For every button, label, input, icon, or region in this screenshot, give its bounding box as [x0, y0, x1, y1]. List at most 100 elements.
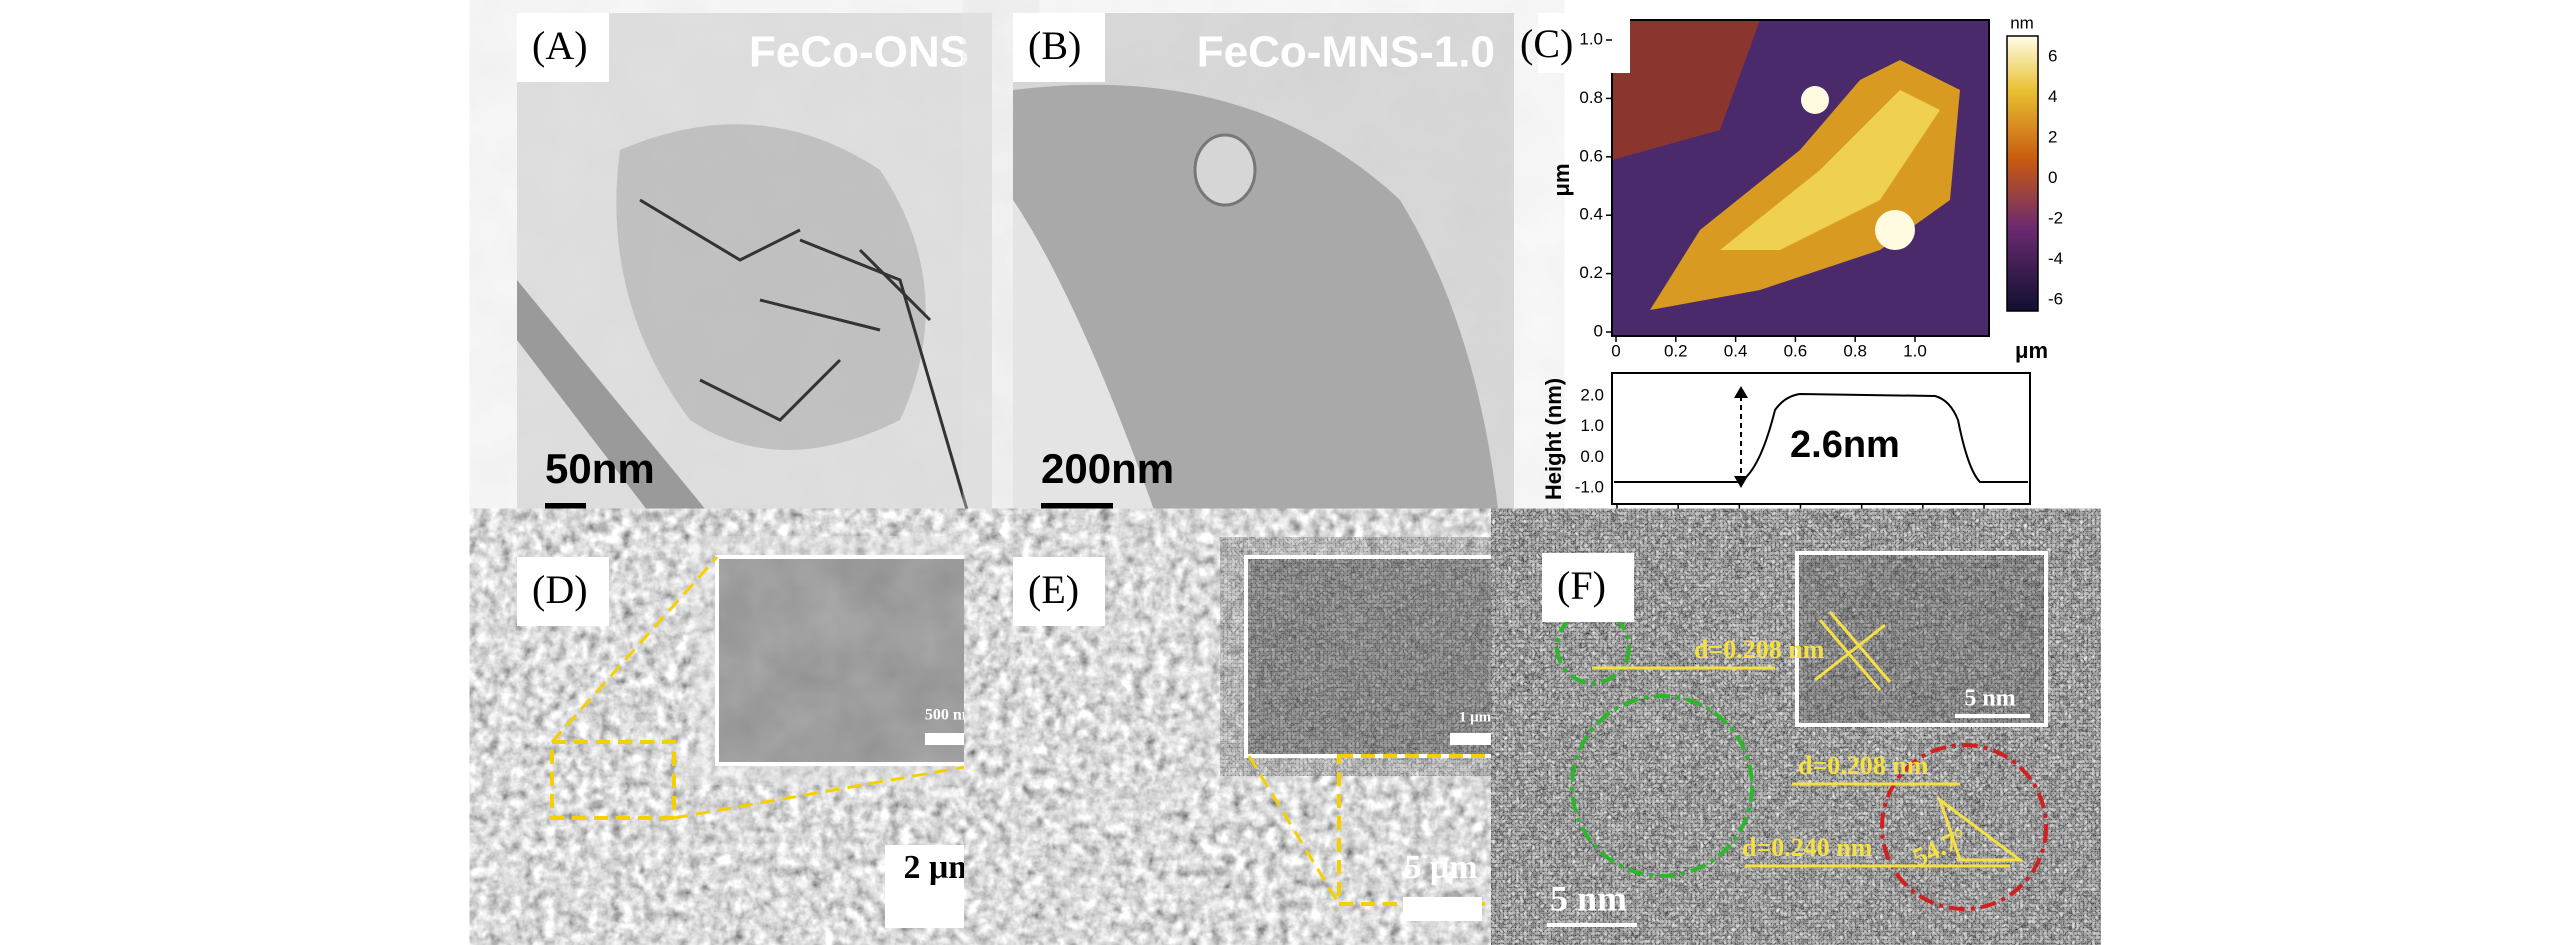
lattice-lines	[1814, 611, 1892, 691]
colorbar-tick-label: -2	[2048, 208, 2063, 227]
sheet	[616, 124, 926, 451]
x-axis-unit: μm	[2015, 338, 2048, 363]
panel-f: 5 nm d=0.208 nm d=0.208 nm d=0.240 nm 54…	[1542, 547, 2050, 930]
height-annotation: 2.6nm	[1790, 424, 1900, 466]
afm-flake-top	[1720, 90, 1940, 250]
inset-frame	[1795, 551, 2048, 727]
scale-bar-label: 5 nm	[1550, 878, 1627, 918]
inset-frame	[715, 555, 984, 766]
zoom-line	[550, 556, 719, 743]
colorbar-tick-label: 0	[2048, 168, 2057, 187]
label-box	[1013, 557, 1105, 626]
y-tick-label: 0.0	[1580, 447, 1604, 466]
y-tick-label: 0.8	[1579, 88, 1603, 107]
y-tick-label: -1.0	[1575, 477, 1604, 496]
inset-scale-bar	[925, 733, 966, 745]
wrinkles	[639, 198, 972, 521]
zoom-box	[550, 740, 676, 820]
d-spacing: d=0.208 nm	[1694, 635, 1825, 664]
x-tick-label: 200	[1847, 511, 1875, 530]
label-box	[1538, 13, 1630, 73]
height-profile	[1614, 392, 2028, 483]
y-tick-label: 1.0	[1580, 416, 1604, 435]
x-tick-label: 300	[1970, 511, 1998, 530]
y-tick-label: 1.0	[1579, 29, 1603, 48]
scale-bar	[545, 503, 586, 519]
panel-a: (A) FeCo-ONS 50nm	[517, 13, 992, 527]
panel-d: 500 nm 2 μm (D)	[517, 547, 992, 930]
x-tick-label: 50	[1669, 511, 1688, 530]
inset-scale-label: 1 μm	[1459, 709, 1492, 725]
y-tick-label: 0.4	[1579, 205, 1603, 224]
x-tick-label: 0	[1611, 341, 1620, 360]
scale-bar-label: 2 μm	[903, 849, 976, 886]
colorbar-unit: nm	[2010, 13, 2034, 32]
x-tick-label: 100	[1725, 511, 1753, 530]
panel-title: FeCo-MNS-1.0	[1197, 28, 1495, 77]
label-box	[1542, 553, 1634, 622]
colorbar-tick-label: -6	[2048, 289, 2063, 308]
afm-frame	[1611, 19, 1990, 337]
scale-bar-label: 50nm	[545, 445, 655, 492]
colorbar-tick-label: 4	[2048, 87, 2057, 106]
panel-label: (E)	[1028, 567, 1079, 612]
afm-terrace	[1612, 20, 1760, 160]
panel-label: (D)	[532, 567, 588, 612]
label-box	[517, 557, 609, 626]
region-circle	[1880, 743, 2048, 911]
colorbar-tick-label: 2	[2048, 127, 2057, 146]
colorbar	[2006, 35, 2039, 312]
measure-lines	[1592, 666, 2025, 868]
panel-b: (B) FeCo-MNS-1.0 200nm	[1013, 13, 1514, 528]
inset-texture	[717, 557, 982, 764]
panel-label: (C)	[1520, 21, 1573, 66]
inset-scale-bar	[1450, 733, 1492, 745]
scale-bar	[1403, 897, 1482, 921]
inset-scale-label: 5 nm	[1964, 686, 2015, 712]
afm-peak	[1801, 86, 1829, 114]
y-tick-label: 0.2	[1579, 263, 1603, 282]
label-box	[517, 13, 609, 82]
x-tick-label: 0	[1612, 511, 1621, 530]
x-tick-label: 1.0	[1903, 341, 1927, 360]
inset-scale-label: 500 nm	[925, 707, 976, 724]
support-edge	[517, 280, 720, 527]
y-axis-label: μm	[1549, 163, 1574, 196]
arrow-heads	[1734, 386, 1748, 488]
label-box	[1013, 13, 1105, 82]
x-tick-label: 0.8	[1843, 341, 1867, 360]
y-tick-label: 0	[1594, 321, 1603, 340]
y-tick-label: 0.6	[1579, 146, 1603, 165]
panel-c: nm μm μm Height (nm) 2.6nm (C) 0 0.2 0.4 0.…	[1520, 13, 2063, 530]
afm-peak	[1875, 210, 1915, 250]
region-circle	[1570, 694, 1754, 878]
sheet	[1013, 84, 1500, 528]
panel-label: (F)	[1557, 563, 1606, 608]
colorbar-tick-label: 6	[2048, 46, 2057, 65]
zoom-line	[1247, 755, 1341, 905]
x-tick-label: 0.2	[1664, 341, 1688, 360]
scale-bar	[1041, 503, 1113, 519]
panel-e: 1 μm 5 μm (E)	[1013, 547, 1505, 930]
panel-title: FeCo-ONS	[749, 28, 969, 77]
x-tick-label: 0.6	[1784, 341, 1808, 360]
d-spacing: d=0.208 nm	[1798, 751, 1929, 780]
d-spacing: d=0.240 nm	[1742, 833, 1873, 862]
x-tick-label: 150	[1786, 511, 1814, 530]
hole	[1193, 133, 1257, 207]
scale-bar-label: 5 μm	[1404, 849, 1477, 886]
background	[1013, 200, 1160, 527]
panel-label: (A)	[532, 23, 588, 68]
x-tick-label: 250	[1909, 511, 1937, 530]
panel-label: (B)	[1028, 23, 1081, 68]
x-tick-label: 0.4	[1724, 341, 1748, 360]
y-tick-label: 2.0	[1580, 385, 1604, 404]
inset-texture	[1797, 553, 2046, 725]
zoom-box	[1337, 754, 1505, 906]
zoom-line	[673, 762, 983, 820]
scale-bar	[896, 896, 980, 922]
profile-y-label: Height (nm)	[1541, 378, 1566, 500]
inset-texture	[1246, 557, 1503, 756]
colorbar-tick-label: -4	[2048, 249, 2063, 268]
